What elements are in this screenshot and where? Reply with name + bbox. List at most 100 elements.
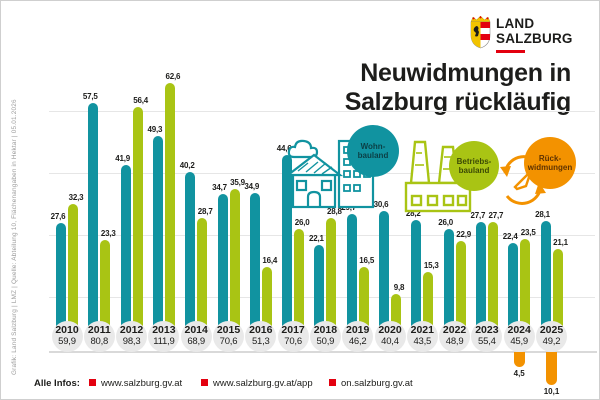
bar-wohnbauland-2017 <box>282 154 293 333</box>
year-badge-2018: 2018 50,9 <box>309 321 341 352</box>
bar-label-betriebsbauland-2021: 15,3 <box>423 260 439 270</box>
year-label: 2019 <box>346 324 370 336</box>
footer-link-text: on.salzburg.gv.at <box>341 378 413 389</box>
bar-wohnbauland-2014 <box>185 172 196 333</box>
year-total: 70,6 <box>284 336 302 347</box>
bar-label-betriebsbauland-2012: 56,4 <box>133 96 148 106</box>
bar-label-wohnbauland-2021: 28,2 <box>405 209 421 219</box>
bar-label-wohnbauland-2025: 28,1 <box>535 209 550 219</box>
legend-wohnbauland: Wohn- bauland <box>347 125 399 177</box>
bar-wohnbauland-2013 <box>152 135 163 333</box>
bar-betriebsbauland-2024 <box>520 239 531 333</box>
year-label: 2025 <box>539 324 564 336</box>
bar-wohnbauland-2016 <box>249 193 260 333</box>
year-badge-2020: 2020 40,4 <box>374 321 406 352</box>
year-badge-2019: 2019 46,2 <box>342 321 374 352</box>
gridline <box>49 111 595 112</box>
bar-label-betriebsbauland-2022: 22,9 <box>456 230 471 240</box>
year-label: 2022 <box>442 324 467 336</box>
year-total: 59,9 <box>58 336 76 347</box>
bar-label-betriebsbauland-2016: 16,4 <box>262 256 278 266</box>
legend-betriebsbauland: Betriebs- bauland <box>449 141 499 191</box>
bar-label-wohnbauland-2010: 27,6 <box>50 211 66 221</box>
year-label: 2023 <box>475 324 499 336</box>
footer-label: Alle Infos: <box>34 378 80 389</box>
year-label: 2018 <box>313 324 338 336</box>
bar-label-wohnbauland-2022: 26,0 <box>438 218 453 227</box>
bar-betriebsbauland-2016 <box>261 267 272 333</box>
footer-link-app: www.salzburg.gv.at/app <box>201 378 313 389</box>
bar-label-wohnbauland-2016: 34,9 <box>244 182 260 192</box>
footer-link-social: on.salzburg.gv.at <box>329 378 413 389</box>
credit-line: Grafik: Land Salzburg | LMZ | Quelle: Ab… <box>11 99 18 375</box>
bar-label-wohnbauland-2018: 22,1 <box>309 233 324 243</box>
logo-line1: LAND <box>496 16 535 31</box>
year-total: 68,9 <box>187 336 206 347</box>
bar-wohnbauland-2019 <box>346 214 357 333</box>
year-label: 2011 <box>87 324 111 336</box>
logo-line2: SALZBURG <box>496 30 573 46</box>
bar-wohnbauland-2010 <box>56 222 66 333</box>
factory-illustration <box>404 140 472 213</box>
bar-betriebsbauland-2019 <box>358 267 369 333</box>
year-badge-2023: 2023 55,4 <box>471 321 503 352</box>
year-total: 48,9 <box>445 336 464 347</box>
year-label: 2021 <box>410 324 434 336</box>
year-total: 50,9 <box>316 336 335 347</box>
year-total: 45,9 <box>510 336 529 347</box>
year-badge-2011: 2011 80,8 <box>83 321 115 352</box>
legend-betriebsbauland-line1: Betriebs- <box>456 156 492 166</box>
bar-label-betriebsbauland-2010: 32,3 <box>68 192 84 202</box>
bar-label-betriebsbauland-2018: 28,8 <box>327 206 342 216</box>
year-total: 70,6 <box>219 336 238 347</box>
legend-rueckwidmungen: Rück- widmungen <box>524 137 576 189</box>
bar-wohnbauland-2011 <box>88 103 99 333</box>
bar-wohnbauland-2012 <box>120 165 131 333</box>
year-total: 111,9 <box>153 336 175 347</box>
year-total: 80,8 <box>90 336 109 347</box>
year-badge-2022: 2022 48,9 <box>439 321 471 352</box>
salzburg-crest-icon <box>470 15 491 49</box>
year-total: 55,4 <box>478 336 496 347</box>
bar-betriebsbauland-2025 <box>552 248 563 333</box>
bar-label-wohnbauland-2023: 27,7 <box>470 211 486 221</box>
year-badge-2021: 2021 43,5 <box>406 321 438 352</box>
bar-label-rueckwidmungen-2025: 10,1 <box>543 387 560 397</box>
legend-rueckwidmungen-line2: widmungen <box>527 163 573 172</box>
year-label: 2013 <box>152 324 176 336</box>
year-total: 46,2 <box>348 336 367 347</box>
footer-link-web: www.salzburg.gv.at <box>89 378 182 389</box>
title-line2: Salzburg rückläufig <box>344 88 572 116</box>
year-label: 2016 <box>249 324 273 336</box>
year-label: 2012 <box>119 324 144 336</box>
bar-label-betriebsbauland-2014: 28,7 <box>197 207 213 217</box>
legend-betriebsbauland-line2: bauland <box>458 166 490 175</box>
bar-betriebsbauland-2012 <box>132 107 143 333</box>
bar-label-wohnbauland-2011: 57,5 <box>82 92 98 101</box>
year-badge-2014: 2014 68,9 <box>180 321 212 352</box>
bar-rueckwidmungen-2025 <box>546 352 557 386</box>
bar-betriebsbauland-2014 <box>197 218 208 333</box>
year-badge-2013: 2013 111,9 <box>148 321 180 352</box>
bar-betriebsbauland-2021 <box>423 271 434 333</box>
bar-label-rueckwidmungen-2024: 4,5 <box>513 368 525 378</box>
year-label: 2015 <box>216 324 241 336</box>
gridline <box>49 235 595 236</box>
legend-wohnbauland-line2: bauland <box>357 151 389 160</box>
bar-betriebsbauland-2013 <box>164 82 175 333</box>
bar-wohnbauland-2021 <box>411 220 422 333</box>
bar-betriebsbauland-2018 <box>326 217 337 333</box>
bar-label-betriebsbauland-2013: 62,6 <box>165 71 181 81</box>
year-label: 2020 <box>378 324 402 336</box>
bar-wohnbauland-2015 <box>217 194 228 333</box>
bar-betriebsbauland-2011 <box>100 239 111 333</box>
bar-label-betriebsbauland-2023: 27,7 <box>488 211 504 221</box>
bar-label-wohnbauland-2015: 34,7 <box>212 183 227 193</box>
title-line1: Neuwidmungen in <box>360 59 571 87</box>
footer-link-text: www.salzburg.gv.at/app <box>213 378 313 389</box>
bar-wohnbauland-2023 <box>475 222 486 333</box>
footer-link-text: www.salzburg.gv.at <box>101 378 183 389</box>
bar-rueckwidmungen-2024 <box>513 352 525 367</box>
year-total: 98,3 <box>122 336 141 347</box>
logo-red-underline <box>496 50 525 53</box>
